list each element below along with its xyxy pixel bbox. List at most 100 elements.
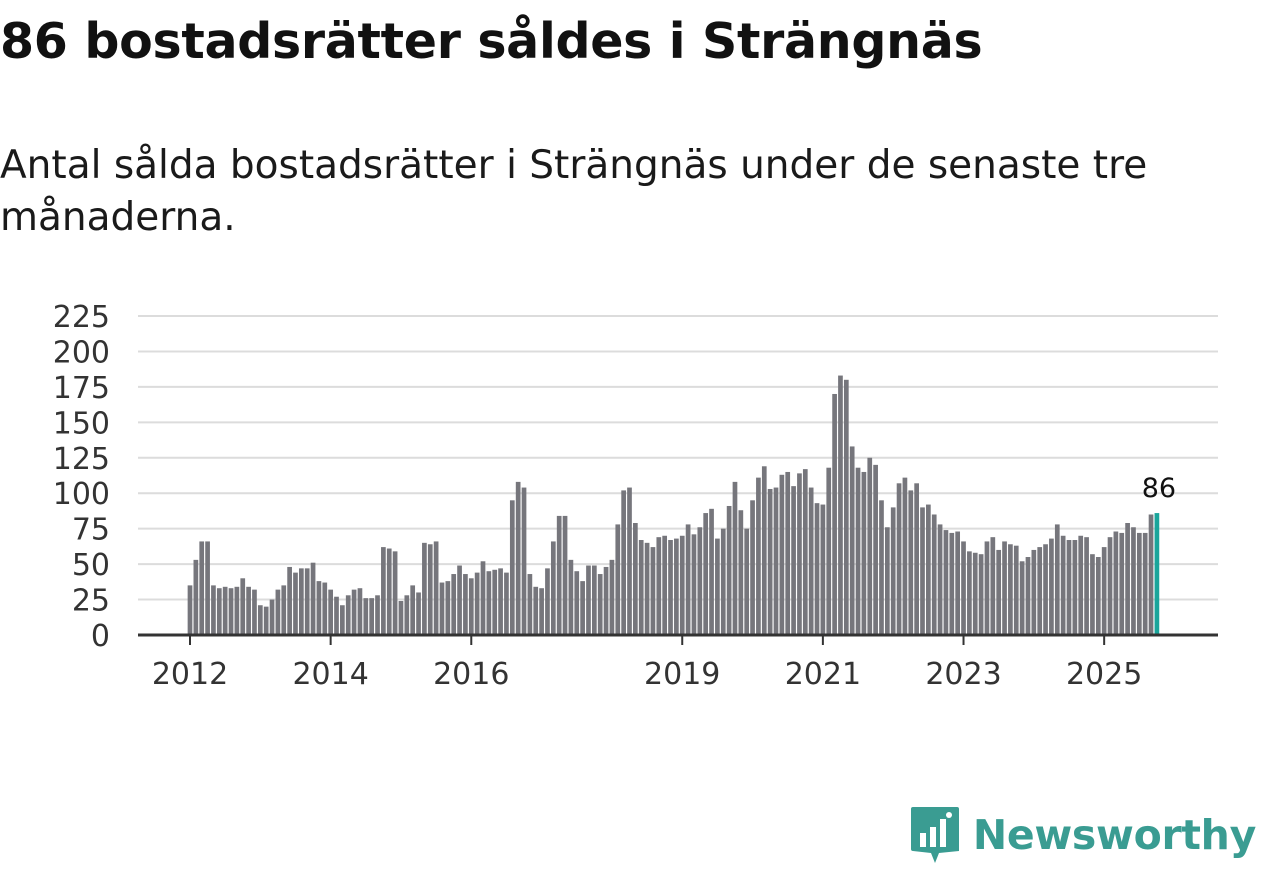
- y-tick-label: 150: [53, 406, 110, 441]
- bar: [1131, 527, 1136, 635]
- bar: [474, 572, 480, 635]
- bar: [404, 595, 410, 635]
- y-tick-label: 75: [72, 513, 110, 548]
- bar: [621, 490, 626, 635]
- bar: [257, 605, 263, 635]
- bar: [838, 375, 843, 635]
- bar: [908, 490, 914, 635]
- bar: [1013, 545, 1019, 635]
- y-tick-label: 50: [72, 548, 110, 583]
- y-tick-label: 125: [53, 442, 110, 477]
- bar: [843, 379, 849, 635]
- bar: [351, 589, 357, 635]
- x-tick-label: 2016: [433, 657, 509, 692]
- bar: [1008, 544, 1013, 635]
- bar: [732, 481, 738, 635]
- bar: [791, 486, 796, 635]
- bar: [539, 588, 544, 635]
- bar: [914, 483, 919, 635]
- bar: [580, 581, 585, 635]
- bar: [263, 606, 269, 635]
- y-tick-label: 0: [91, 619, 110, 654]
- bar: [439, 582, 445, 635]
- bar: [345, 595, 351, 635]
- bar: [222, 586, 228, 635]
- chart-subtitle: Antal sålda bostadsrätter i Strängnäs un…: [0, 143, 1148, 240]
- bar: [574, 571, 580, 635]
- bar: [949, 532, 955, 635]
- bar: [1142, 532, 1148, 635]
- bar: [340, 605, 345, 635]
- bar: [849, 446, 855, 635]
- bar: [679, 535, 685, 635]
- bar: [527, 574, 533, 635]
- bar: [709, 508, 714, 635]
- bar: [867, 457, 873, 635]
- bar: [773, 487, 779, 635]
- bar: [767, 488, 773, 635]
- bar: [281, 585, 287, 635]
- bar: [1084, 537, 1089, 635]
- bar: [515, 481, 521, 635]
- bar: [1031, 549, 1037, 635]
- bar: [662, 535, 668, 635]
- bar: [205, 541, 210, 635]
- x-tick-label: 2014: [292, 657, 368, 692]
- bar: [433, 541, 439, 635]
- bar: [504, 572, 509, 635]
- bar: [715, 538, 720, 635]
- bar: [902, 477, 908, 635]
- bar: [814, 503, 820, 635]
- bar: [943, 530, 949, 635]
- bar: [820, 504, 826, 635]
- bar: [744, 528, 750, 635]
- bar: [187, 585, 193, 635]
- y-tick-label: 225: [53, 300, 110, 335]
- bar: [586, 565, 591, 635]
- bar: [656, 537, 662, 635]
- bar: [855, 467, 861, 635]
- bar: [591, 565, 597, 635]
- bar: [890, 507, 896, 635]
- bar: [603, 566, 609, 635]
- gridlines: [138, 315, 1218, 601]
- bar: [650, 547, 656, 635]
- bar: [1019, 561, 1025, 635]
- bar: [674, 538, 679, 635]
- bar: [1148, 514, 1154, 635]
- bar: [322, 582, 328, 635]
- bar: [550, 541, 556, 635]
- bar: [961, 541, 966, 635]
- bar: [896, 483, 902, 635]
- bar: [967, 551, 972, 635]
- bar: [972, 552, 978, 635]
- y-tick-label: 175: [53, 371, 110, 406]
- bar: [1054, 524, 1060, 635]
- bar: [633, 523, 638, 635]
- bar: [422, 542, 427, 635]
- bar: [357, 588, 363, 635]
- y-tick-label: 200: [53, 335, 110, 370]
- bar: [381, 547, 386, 635]
- y-tick-label: 100: [53, 477, 110, 512]
- bar: [498, 568, 503, 635]
- bar: [492, 569, 498, 635]
- bar: [1125, 523, 1130, 635]
- bar: [826, 467, 832, 635]
- bar: [797, 473, 802, 635]
- bar: [1101, 547, 1107, 635]
- bar: [545, 568, 550, 635]
- bar: [691, 534, 697, 635]
- bar: [785, 471, 791, 635]
- bar: [685, 524, 691, 635]
- bar: [1119, 532, 1125, 635]
- bar: [533, 586, 539, 635]
- bar: [240, 578, 246, 635]
- bar: [861, 471, 867, 635]
- bar: [955, 531, 961, 635]
- bar: [228, 588, 234, 635]
- bar: [252, 589, 257, 635]
- bar: [1113, 531, 1119, 635]
- x-tick-label: 2019: [644, 657, 720, 692]
